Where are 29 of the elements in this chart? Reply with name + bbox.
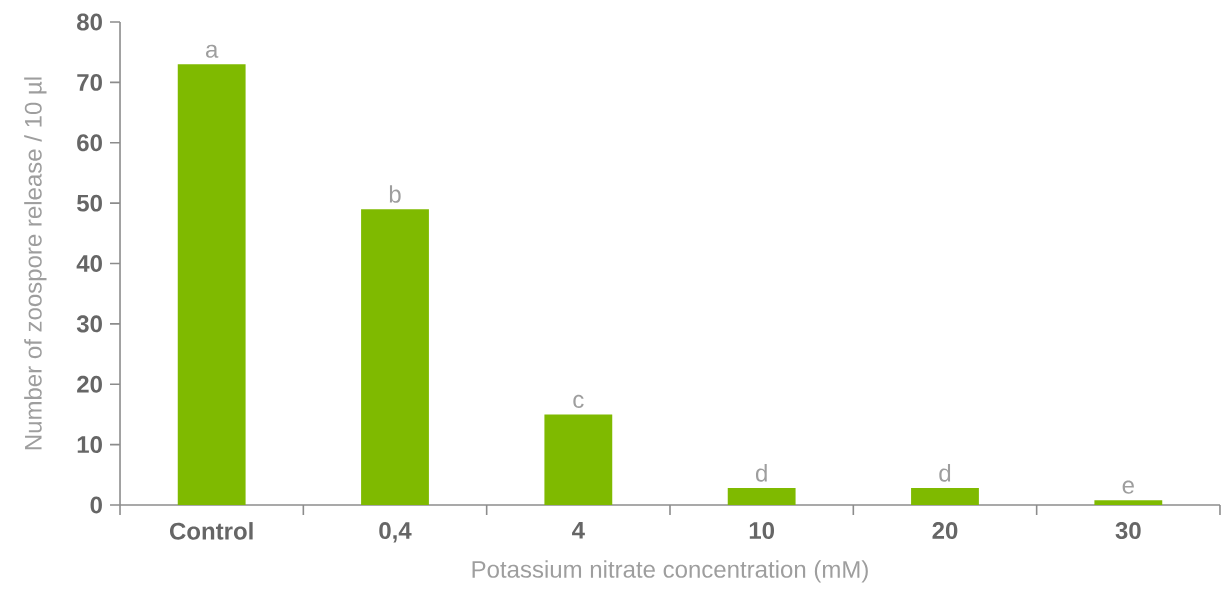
bar [361, 209, 429, 505]
y-tick-label: 70 [77, 73, 102, 91]
y-tick-label: 20 [77, 375, 102, 393]
annotation: a [206, 44, 219, 58]
y-tick-label: 80 [77, 13, 102, 31]
x-tick-label: Control [169, 522, 253, 540]
x-tick-label: 10 [749, 522, 775, 540]
bar [544, 414, 613, 505]
annotation: d [939, 464, 951, 482]
y-axis-title: Number of zoospore release / 10 µl [24, 77, 47, 450]
y-tick-label: 30 [76, 315, 102, 333]
y-tick-label: 50 [77, 194, 102, 212]
bar [177, 64, 246, 505]
annotation: e [1122, 480, 1134, 494]
bar [1094, 500, 1163, 505]
bar [911, 488, 979, 505]
y-tick-label: 60 [77, 134, 102, 152]
y-tick-label: 0 [90, 496, 102, 514]
x-tick-label: 4 [572, 522, 585, 539]
x-tick-label: 20 [932, 522, 958, 540]
annotation: d [755, 464, 767, 482]
x-axis-title: Potassium nitrate concentration (mM) [472, 560, 868, 583]
y-tick-label: 10 [77, 436, 102, 454]
bar [727, 488, 796, 505]
annotation: b [389, 185, 401, 203]
y-tick-label: 40 [76, 255, 102, 272]
x-tick-label: 0,4 [379, 522, 412, 543]
annotation: c [573, 394, 584, 409]
x-tick-label: 30 [1115, 522, 1141, 540]
